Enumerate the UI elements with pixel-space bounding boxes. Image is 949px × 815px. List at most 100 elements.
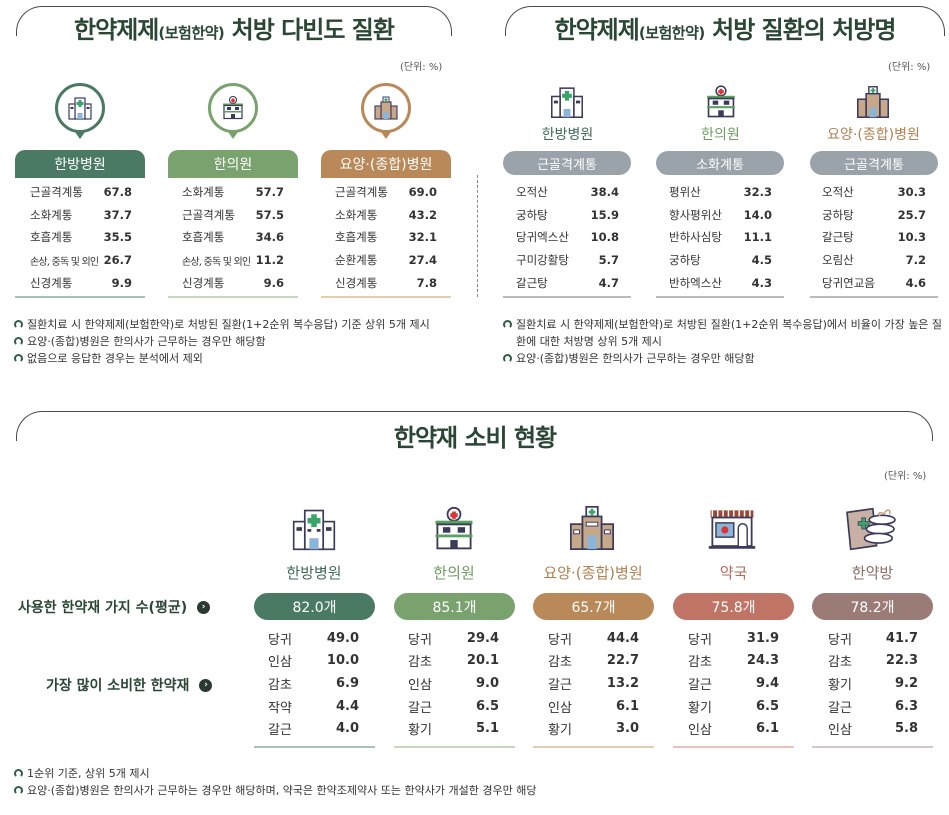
divider: [503, 296, 631, 298]
note-item: 없음으로 응답한 경우는 분석에서 제외: [14, 350, 464, 367]
table-row: 반하엑스산 4.3: [669, 275, 772, 290]
table-row: 궁하탕 15.9: [516, 207, 619, 222]
table-row: 당귀 29.4: [408, 630, 499, 648]
s1-tab-clinic: 한의원: [168, 150, 298, 178]
s3-label-herbal-shop: 한약방: [851, 564, 894, 582]
pin-hanbang-hospital: [55, 83, 105, 139]
s2-disease-hanbang-hospital: 근골격계통: [503, 151, 631, 175]
table-row: 손상, 중독 및 외인 26.7: [30, 253, 132, 268]
s2-table-clinic: 평위산 32.3 향사평위산 14.0 반하사심탕 11.1 궁하탕 4.5 반하엑스산…: [669, 181, 772, 294]
chevron-right-icon: ›: [197, 600, 211, 614]
divider: [812, 746, 933, 748]
pin-general-hospital: [361, 83, 411, 139]
herbal-medicine-packet-icon: [846, 507, 896, 551]
bullet-icon: [14, 320, 23, 329]
divider: [394, 746, 515, 748]
s1-tab-general-hospital: 요양·(종합)병원: [321, 150, 451, 178]
table-row: 인삼 6.1: [548, 698, 639, 716]
pharmacy-icon: [708, 510, 756, 549]
table-row: 감초 6.9: [268, 675, 359, 693]
table-row: 당귀 31.9: [688, 630, 779, 648]
table-row: 신경계통 9.6: [182, 275, 284, 290]
s2-label-general-hospital: 요양·(종합)병원: [827, 127, 920, 143]
chevron-right-icon: ›: [199, 678, 213, 692]
hospital-icon: [292, 509, 336, 551]
note-item: 질환치료 시 한약제제(보험한약)로 처방된 질환(1+2순위 복수응답)에서 …: [503, 316, 943, 350]
row-label-top-herbs: 가장 많이 소비한 한약재 ›: [46, 675, 213, 695]
table-row: 구미강활탕 5.7: [516, 253, 619, 268]
table-row: 인삼 10.0: [268, 653, 359, 671]
table-row: 신경계통 9.9: [30, 275, 132, 290]
divider: [168, 296, 298, 298]
section1-title: 한약제제(보험한약) 처방 다빈도 질환: [40, 10, 428, 45]
table-row: 황기 5.1: [408, 721, 499, 739]
table-row: 오림산 7.2: [822, 253, 926, 268]
table-row: 호흡계통 32.1: [335, 230, 437, 245]
table-row: 근골격계통 67.8: [30, 185, 132, 200]
table-row: 감초 22.3: [828, 653, 918, 671]
section-divider: [477, 175, 478, 297]
s3-count-herbal-shop: 78.2개: [812, 593, 933, 620]
table-row: 갈근 13.2: [548, 675, 639, 693]
s1-table-hanbang-hospital: 근골격계통 67.8 소화계통 37.7 호흡계통 35.5 손상, 중독 및 외인 2…: [30, 181, 132, 294]
section2-title: 한약제제(보험한약) 처방 질환의 처방명: [523, 10, 927, 45]
table-row: 당귀 49.0: [268, 630, 359, 648]
table-row: 근골격계통 57.5: [182, 207, 284, 222]
pin-clinic: [208, 83, 258, 139]
row-label-avg-count: 사용한 한약재 가지 수(평균) ›: [18, 597, 211, 617]
note-item: 요양·(종합)병원은 한의사가 근무하는 경우만 해당하며, 약국은 한약조제약…: [14, 782, 714, 799]
section3-unit: (단위: %): [884, 471, 927, 482]
divider: [15, 296, 145, 298]
s3-table-herbal-shop: 당귀 41.7 감초 22.3 황기 9.2 갈근 6.3 인삼 5.8: [828, 627, 918, 740]
note-item: 요양·(종합)병원은 한의사가 근무하는 경우만 해당함: [503, 350, 943, 367]
bullet-icon: [14, 337, 23, 346]
s2-table-hanbang-hospital: 오적산 38.4 궁하탕 15.9 당귀엑스산 10.8 구미강활탕 5.7 갈근탕 4.…: [516, 181, 619, 294]
s2-label-clinic: 한의원: [701, 127, 740, 143]
s3-table-pharmacy: 당귀 31.9 감초 24.3 갈근 9.4 황기 6.5 인삼 6.1: [688, 627, 779, 740]
s2-label-hanbang-hospital: 한방병원: [541, 127, 594, 143]
clinic-icon: [707, 85, 735, 118]
table-row: 작약 4.4: [268, 698, 359, 716]
s3-count-pharmacy: 75.8개: [673, 593, 794, 620]
s2-disease-general-hospital: 근골격계통: [810, 151, 938, 175]
table-row: 감초 22.7: [548, 653, 639, 671]
table-row: 당귀 41.7: [828, 630, 918, 648]
table-row: 향사평위산 14.0: [669, 207, 772, 222]
table-row: 당귀엑스산 10.8: [516, 230, 619, 245]
s3-table-general-hospital: 당귀 44.4 감초 22.7 갈근 13.2 인삼 6.1 황기 3.0: [548, 627, 639, 740]
table-row: 평위산 32.3: [669, 185, 772, 200]
table-row: 신경계통 7.8: [335, 275, 437, 290]
hospital-icon: [551, 87, 583, 118]
s3-count-general-hospital: 65.7개: [533, 593, 654, 620]
table-row: 갈근 9.4: [688, 675, 779, 693]
table-row: 오적산 30.3: [822, 185, 926, 200]
table-row: 호흡계통 35.5: [30, 230, 132, 245]
bullet-icon: [503, 354, 512, 363]
note-item: 1순위 기준, 상위 5개 제시: [14, 765, 714, 782]
s2-table-general-hospital: 오적산 30.3 궁하탕 25.7 갈근탕 10.3 오림산 7.2 당귀연교음 4.6: [822, 181, 926, 294]
table-row: 인삼 6.1: [688, 721, 779, 739]
table-row: 감초 20.1: [408, 653, 499, 671]
hospital-icon: [68, 97, 92, 120]
table-row: 궁하탕 25.7: [822, 207, 926, 222]
divider: [533, 746, 654, 748]
general-hospital-icon: [569, 505, 615, 551]
table-row: 감초 24.3: [688, 653, 779, 671]
note-item: 질환치료 시 한약제제(보험한약)로 처방된 질환(1+2순위 복수응답) 기준…: [14, 316, 464, 333]
table-row: 갈근 6.5: [408, 698, 499, 716]
table-row: 인삼 5.8: [828, 721, 918, 739]
bullet-icon: [14, 354, 23, 363]
table-row: 갈근탕 10.3: [822, 230, 926, 245]
divider: [321, 296, 451, 298]
general-hospital-icon: [857, 86, 889, 118]
s1-table-general-hospital: 근골격계통 69.0 소화계통 43.2 호흡계통 32.1 순환계통 27.4 신경계…: [335, 181, 437, 294]
note-item: 요양·(종합)병원은 한의사가 근무하는 경우만 해당함: [14, 333, 464, 350]
section1-notes: 질환치료 시 한약제제(보험한약)로 처방된 질환(1+2순위 복수응답) 기준…: [14, 316, 464, 367]
section1-unit: (단위: %): [400, 62, 443, 73]
table-row: 호흡계통 34.6: [182, 230, 284, 245]
table-row: 소화계통 57.7: [182, 185, 284, 200]
table-row: 손상, 중독 및 외인 11.2: [182, 253, 284, 268]
table-row: 소화계통 37.7: [30, 207, 132, 222]
section2-notes: 질환치료 시 한약제제(보험한약)로 처방된 질환(1+2순위 복수응답)에서 …: [503, 316, 943, 367]
s1-table-clinic: 소화계통 57.7 근골격계통 57.5 호흡계통 34.6 손상, 중독 및 외인 1…: [182, 181, 284, 294]
